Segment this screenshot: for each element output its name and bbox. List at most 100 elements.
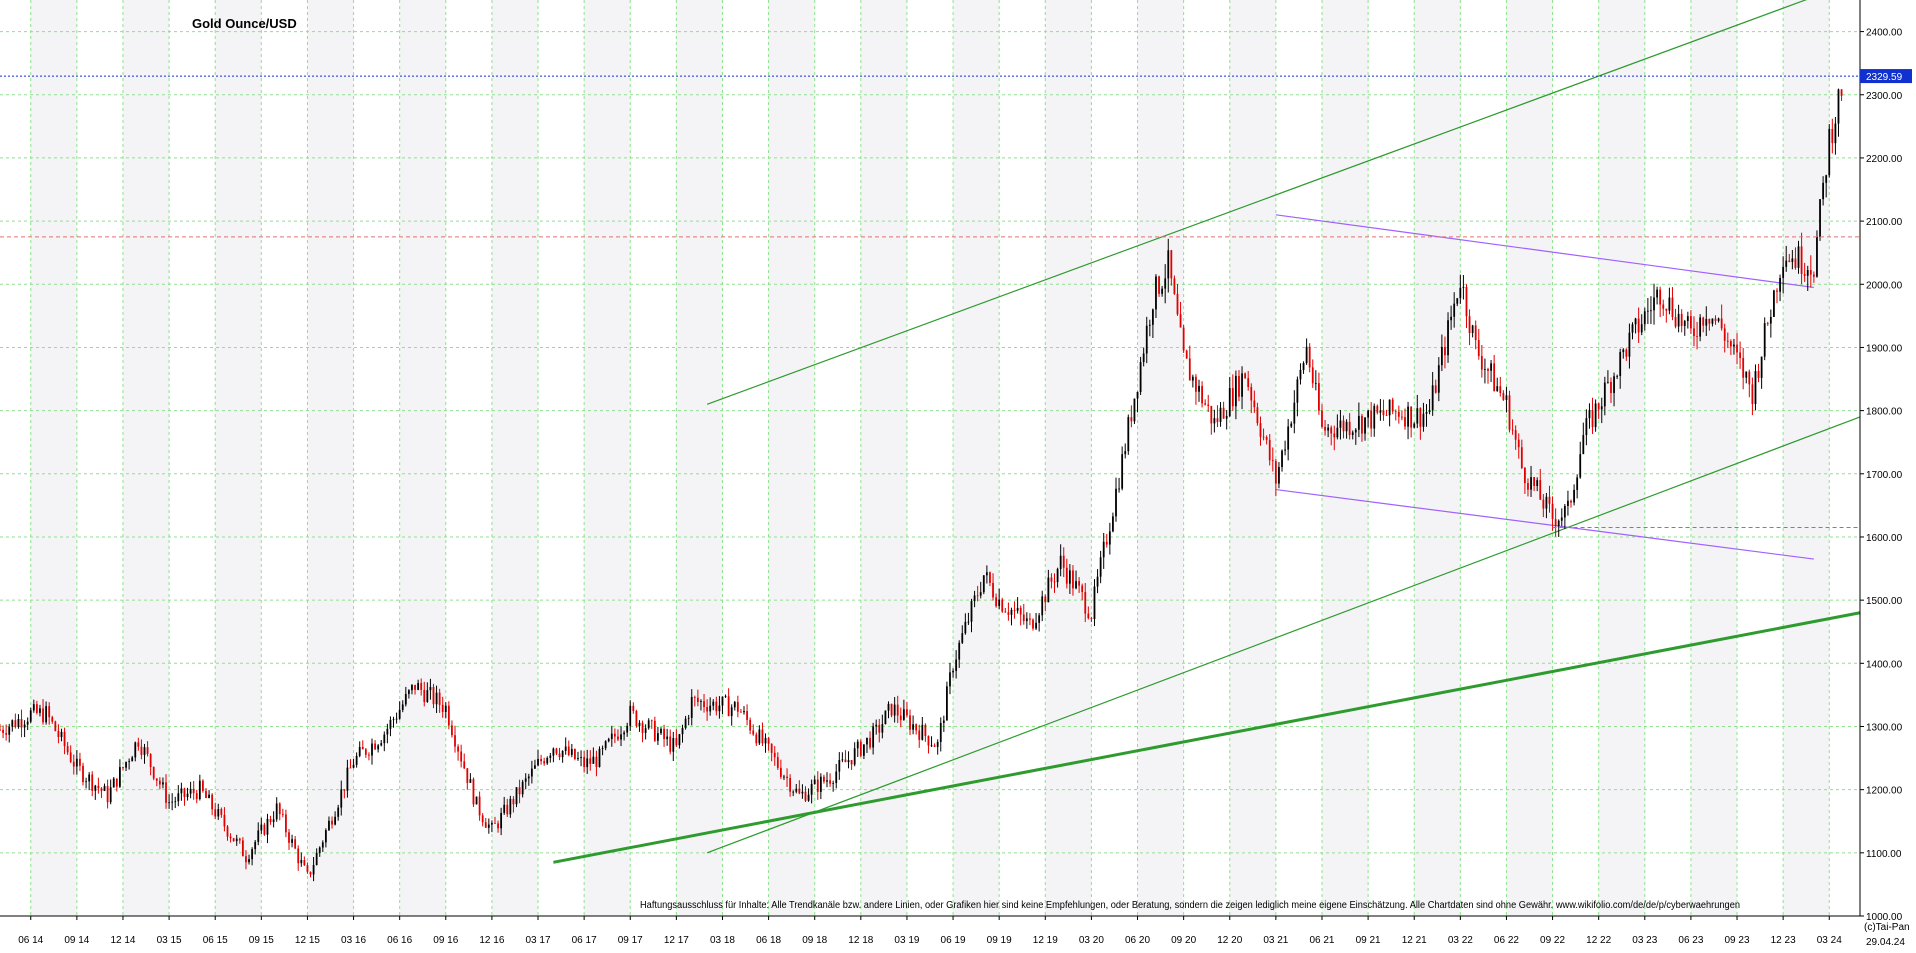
candle-body <box>1007 612 1010 615</box>
candle-body <box>1717 318 1720 321</box>
candle-body <box>377 745 380 750</box>
candle-body <box>961 633 964 643</box>
candle-body <box>1819 199 1821 237</box>
candle-body <box>1834 123 1837 144</box>
candle-body <box>128 761 131 763</box>
candle-body <box>1367 410 1369 418</box>
candle-body <box>819 776 822 792</box>
candle-body <box>1268 439 1271 461</box>
x-tick-label: 09 21 <box>1356 935 1381 946</box>
x-tick-label: 06 16 <box>387 935 412 946</box>
candle-body <box>1637 318 1640 333</box>
candle-body <box>466 768 469 783</box>
candle-body <box>1631 324 1634 333</box>
background-band <box>1137 0 1184 916</box>
candle-body <box>177 793 180 802</box>
candle-body <box>5 733 8 735</box>
candle-body <box>1345 421 1348 432</box>
candle-body <box>998 599 1001 607</box>
candle-body <box>1075 581 1077 589</box>
candle-body <box>1105 541 1108 545</box>
x-tick-label: 06 23 <box>1678 935 1703 946</box>
candle-body <box>143 747 146 755</box>
candle-body <box>801 791 804 794</box>
candle-body <box>1056 568 1059 583</box>
candle-body <box>260 824 263 831</box>
candle-body <box>1032 619 1034 629</box>
candle-body <box>20 718 23 728</box>
candle-body <box>696 697 699 702</box>
candle-body <box>1385 415 1388 416</box>
candle-body <box>441 704 444 712</box>
candle-body <box>601 748 604 749</box>
candle-body <box>660 728 662 734</box>
y-tick-label: 2000.00 <box>1866 280 1903 291</box>
candle-body <box>1548 496 1551 504</box>
candle-body <box>859 741 862 756</box>
candle-body <box>39 708 41 713</box>
candle-body <box>94 785 97 791</box>
candle-body <box>826 780 828 782</box>
candle-body <box>1779 277 1781 292</box>
candle-body <box>1161 288 1164 294</box>
candle-body <box>515 787 518 805</box>
candle-body <box>1542 499 1545 509</box>
x-tick-label: 12 14 <box>110 935 135 946</box>
candle-body <box>1527 483 1529 490</box>
candle-body <box>223 814 226 827</box>
candle-body <box>1705 318 1708 326</box>
candle-body <box>205 790 207 799</box>
x-tick-label: 03 21 <box>1263 935 1288 946</box>
candle-body <box>248 859 250 863</box>
candle-body <box>1646 310 1649 312</box>
candle-body <box>1253 400 1256 408</box>
candle-body <box>712 701 715 706</box>
candle-body <box>208 794 210 799</box>
candle-body <box>902 709 905 720</box>
candle-body <box>1115 488 1117 517</box>
candle-body <box>921 724 924 740</box>
price-tag-background <box>1860 69 1912 84</box>
candle-body <box>1247 378 1250 387</box>
candle-body <box>300 860 303 864</box>
y-tick-label: 1200.00 <box>1866 786 1903 797</box>
candle-body <box>1216 418 1219 423</box>
candle-body <box>706 707 709 712</box>
candle-body <box>1201 385 1203 404</box>
candle-body <box>1607 381 1609 383</box>
candle-body <box>1096 576 1099 587</box>
candle-body <box>229 836 232 839</box>
candle-body <box>669 736 672 752</box>
x-tick-label: 03 17 <box>526 935 551 946</box>
candle-body <box>755 734 758 744</box>
candle-body <box>924 724 927 737</box>
candle-body <box>1044 596 1047 603</box>
candle-body <box>681 728 684 735</box>
candle-body <box>930 745 933 747</box>
candle-body <box>1339 420 1342 428</box>
background-band <box>953 0 1000 916</box>
candle-body <box>1665 308 1668 311</box>
candle-body <box>106 785 109 803</box>
candle-body <box>844 759 847 763</box>
candle-body <box>1274 461 1277 484</box>
candle-body <box>567 746 570 755</box>
candle-body <box>374 743 376 750</box>
candle-body <box>604 741 607 749</box>
candle-body <box>438 692 441 705</box>
candle-body <box>543 761 546 764</box>
candle-body <box>245 856 247 863</box>
candle-body <box>411 684 413 691</box>
candle-body <box>1803 273 1806 276</box>
candle-body <box>758 729 761 744</box>
grid <box>0 0 1860 917</box>
candle-body <box>475 796 478 805</box>
candle-body <box>927 736 930 746</box>
candle-body <box>1167 250 1170 279</box>
candle-body <box>398 709 401 719</box>
candle-body <box>1693 328 1695 337</box>
candle-body <box>1130 417 1133 422</box>
candle-body <box>72 761 75 767</box>
candle-body <box>100 788 103 791</box>
